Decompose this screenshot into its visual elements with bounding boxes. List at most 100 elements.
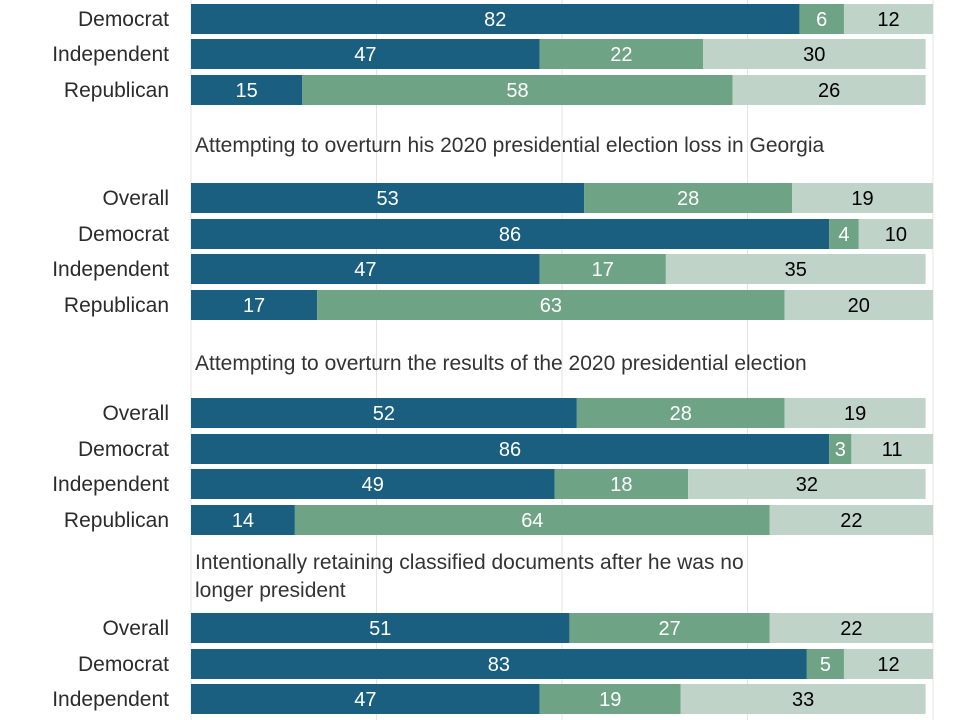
bar-segment — [806, 649, 844, 679]
row-label: Independent — [52, 473, 169, 496]
bar-row: Independent 47 22 30 — [52, 39, 926, 69]
panel-title: Attempting to overturn his 2020 presiden… — [195, 134, 825, 157]
bar-segment — [784, 398, 926, 428]
bar-row: Republican 15 58 26 — [64, 75, 926, 105]
data-label: 19 — [599, 689, 621, 711]
data-label: 83 — [488, 654, 510, 676]
bar-segment — [191, 613, 570, 643]
bar-row: Republican 14 64 22 — [64, 505, 933, 535]
row-label: Overall — [102, 617, 169, 640]
data-label: 28 — [677, 188, 699, 210]
data-label: 17 — [243, 295, 265, 317]
bar-segment — [539, 684, 681, 714]
bar-segment — [732, 75, 926, 105]
bar-row: Independent 47 17 35 — [52, 254, 926, 284]
bar-segment — [191, 4, 800, 34]
bar-segment — [317, 290, 785, 320]
row-label: Democrat — [78, 223, 169, 246]
data-label: 63 — [540, 295, 562, 317]
bar-segment — [191, 649, 807, 679]
data-label: 52 — [373, 403, 395, 425]
data-label: 33 — [792, 689, 814, 711]
bar-segment — [688, 469, 926, 499]
data-label: 35 — [785, 259, 807, 281]
data-label: 27 — [658, 618, 680, 640]
data-label: 47 — [354, 689, 376, 711]
data-label: 30 — [803, 44, 825, 66]
data-label: 32 — [796, 474, 818, 496]
row-label: Republican — [64, 294, 169, 317]
data-label: 28 — [670, 403, 692, 425]
panel-2: Attempting to overturn his 2020 presiden… — [52, 134, 933, 320]
data-label: 14 — [232, 510, 254, 532]
data-label: 53 — [377, 188, 399, 210]
bar-segment — [569, 613, 770, 643]
bar-segment — [576, 398, 785, 428]
data-label: 22 — [840, 618, 862, 640]
data-label: 20 — [848, 295, 870, 317]
bar-segment — [584, 183, 793, 213]
row-label: Republican — [64, 79, 169, 102]
panel-title: longer president — [195, 579, 346, 602]
row-label: Republican — [64, 509, 169, 532]
bar-row: Overall 52 28 19 — [102, 398, 926, 428]
bar-segment — [191, 39, 540, 69]
data-label: 58 — [506, 80, 528, 102]
bar-row: Overall 53 28 19 — [102, 183, 933, 213]
bar-row: Republican 17 63 20 — [64, 290, 933, 320]
gridlines — [190, 0, 934, 720]
bar-segment — [539, 39, 703, 69]
row-label: Independent — [52, 43, 169, 66]
bar-row: Overall 51 27 22 — [102, 613, 933, 643]
bar-segment — [191, 75, 303, 105]
data-label: 47 — [354, 44, 376, 66]
bar-segment — [191, 219, 830, 249]
bar-segment — [680, 684, 926, 714]
bar-segment — [191, 254, 540, 284]
data-label: 26 — [818, 80, 840, 102]
panel-title: Intentionally retaining classified docum… — [195, 551, 744, 574]
data-label: 15 — [236, 80, 258, 102]
bar-segment — [539, 254, 666, 284]
bar-segment — [191, 398, 577, 428]
data-label: 47 — [354, 259, 376, 281]
data-label: 17 — [592, 259, 614, 281]
data-label: 86 — [499, 224, 521, 246]
row-label: Overall — [102, 187, 169, 210]
data-label: 64 — [521, 510, 543, 532]
data-label: 19 — [851, 188, 873, 210]
bar-segment — [858, 219, 933, 249]
data-label: 12 — [877, 654, 899, 676]
row-label: Overall — [102, 402, 169, 425]
data-label: 12 — [877, 9, 899, 31]
data-label: 6 — [816, 9, 827, 31]
data-label: 5 — [820, 654, 831, 676]
bar-segment — [191, 434, 830, 464]
bar-segment — [665, 254, 926, 284]
panel-title: Attempting to overturn the results of th… — [195, 352, 807, 375]
bar-segment — [829, 434, 852, 464]
bar-segment — [554, 469, 689, 499]
data-label: 51 — [369, 618, 391, 640]
data-label: 49 — [362, 474, 384, 496]
bar-segment — [702, 39, 926, 69]
data-label: 3 — [835, 439, 846, 461]
panel-4: Intentionally retaining classified docum… — [52, 551, 933, 714]
bar-segment — [191, 290, 318, 320]
data-label: 4 — [838, 224, 849, 246]
row-label: Independent — [52, 258, 169, 281]
bar-segment — [769, 613, 933, 643]
panel-3: Attempting to overturn the results of th… — [52, 352, 933, 535]
data-label: 10 — [885, 224, 907, 246]
bar-segment — [792, 183, 933, 213]
bar-segment — [799, 4, 844, 34]
row-label: Democrat — [78, 438, 169, 461]
row-label: Democrat — [78, 653, 169, 676]
bar-row: Independent 49 18 32 — [52, 469, 926, 499]
bar-row: Democrat 82 6 12 — [78, 4, 933, 34]
bar-segment — [829, 219, 859, 249]
data-label: 86 — [499, 439, 521, 461]
bar-row: Democrat 86 3 11 — [78, 434, 933, 464]
bar-segment — [191, 505, 295, 535]
data-label: 11 — [882, 439, 903, 461]
